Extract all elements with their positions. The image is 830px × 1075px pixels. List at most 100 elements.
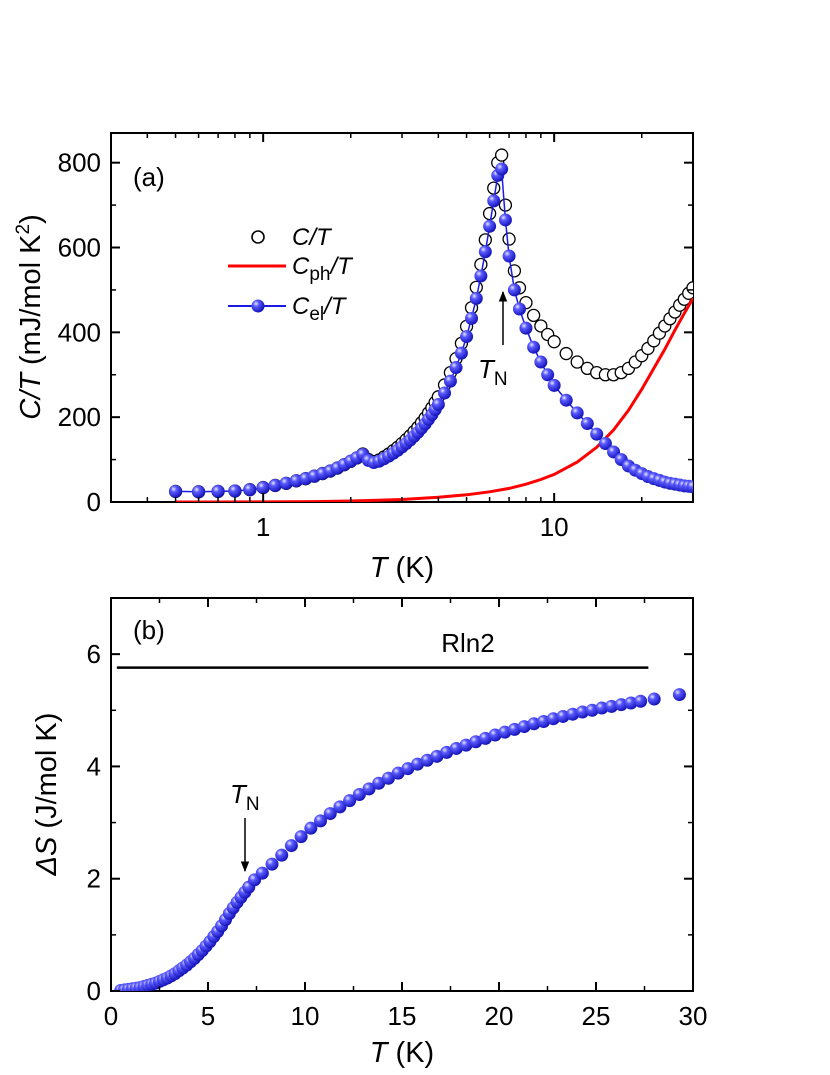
data-point xyxy=(228,484,242,498)
legend-tail: /T xyxy=(322,293,348,320)
tn-base: T xyxy=(478,354,496,384)
data-point xyxy=(556,709,570,723)
x-tick-label: 20 xyxy=(485,1001,514,1031)
data-point-open xyxy=(547,335,561,349)
data-point xyxy=(487,194,501,208)
rln2-label: Rln2 xyxy=(441,628,494,658)
data-point xyxy=(580,417,594,431)
data-point xyxy=(192,485,206,499)
x-tick-label: 1 xyxy=(256,512,270,542)
tn-sub: N xyxy=(246,794,260,815)
data-point xyxy=(431,397,445,411)
data-point xyxy=(268,478,282,492)
data-point xyxy=(647,692,661,706)
y-label-sup: 2 xyxy=(13,224,34,235)
series-3-line xyxy=(175,166,693,493)
data-point-open xyxy=(469,280,483,295)
data-point xyxy=(478,245,492,259)
data-point xyxy=(243,483,257,497)
data-point-open xyxy=(482,206,497,221)
data-point xyxy=(279,476,293,490)
data-point xyxy=(595,701,609,715)
y-axis-label-a: C/T (mJ/mol K2) xyxy=(13,214,47,420)
x-tick-label: 15 xyxy=(388,1001,417,1031)
data-point xyxy=(255,866,269,880)
y-tick-label: 200 xyxy=(58,402,101,432)
y-tick-label: 6 xyxy=(87,639,101,669)
data-point xyxy=(265,857,279,871)
legend: C/T Cph/T Cel/T xyxy=(228,224,354,325)
data-point xyxy=(469,291,483,305)
x-tick-label: 10 xyxy=(540,512,569,542)
legend-marker-c-over-t xyxy=(251,230,265,244)
data-point xyxy=(527,340,541,354)
data-point-open xyxy=(494,148,509,162)
data-point xyxy=(512,302,526,316)
data-point xyxy=(502,249,516,263)
data-point xyxy=(634,694,648,708)
data-point xyxy=(362,782,376,796)
data-point xyxy=(343,794,357,808)
y-tick-label: 400 xyxy=(58,317,101,347)
data-point xyxy=(585,703,599,717)
data-point xyxy=(559,393,573,407)
legend-sub: el xyxy=(309,304,324,325)
panel-a-label: (a) xyxy=(133,162,165,192)
a-ticks: 0 200 400 600 800 1 10 xyxy=(58,133,693,542)
y-tick-label: 0 xyxy=(87,487,101,517)
data-point xyxy=(391,766,405,780)
data-point xyxy=(381,771,395,785)
data-point xyxy=(598,436,612,450)
y-tick-label: 600 xyxy=(58,233,101,263)
legend-label-cph: Cph/T xyxy=(292,253,354,285)
x-label-unit: (K) xyxy=(388,552,435,584)
data-point xyxy=(304,821,318,835)
data-point-open xyxy=(498,198,513,212)
x-tick-label: 10 xyxy=(291,1001,320,1031)
data-point-open xyxy=(570,355,584,369)
data-point xyxy=(570,406,584,420)
data-point xyxy=(333,800,347,814)
data-point-open xyxy=(487,181,501,195)
data-point xyxy=(352,788,366,801)
data-point xyxy=(546,712,560,726)
data-point xyxy=(465,311,479,325)
b-ticks: 0 2 4 6 0 5 10 15 20 25 30 xyxy=(87,598,708,1031)
data-point xyxy=(519,321,533,335)
data-point xyxy=(294,830,308,844)
legend-marker-cel xyxy=(251,299,265,313)
x-tick-label: 30 xyxy=(679,1001,708,1031)
data-point-open xyxy=(526,308,541,323)
data-point xyxy=(590,427,604,441)
data-point xyxy=(575,705,589,719)
y-tick-label: 0 xyxy=(87,976,101,1006)
tn-sub: N xyxy=(494,369,508,390)
y-tick-label: 800 xyxy=(58,148,101,178)
legend-label-cel: Cel/T xyxy=(292,293,348,325)
y-label-unit: (J/mol K) xyxy=(31,713,63,837)
data-point xyxy=(541,368,555,382)
data-point xyxy=(527,717,541,731)
legend-base: C xyxy=(292,253,310,280)
tn-label-a: TN xyxy=(478,354,508,390)
data-point xyxy=(460,330,474,344)
data-point xyxy=(534,355,548,369)
data-point-open xyxy=(478,233,492,247)
data-point xyxy=(507,283,521,297)
panel-b-label: (b) xyxy=(133,615,165,645)
y-label-main: C/T xyxy=(15,371,47,420)
data-point xyxy=(498,213,512,227)
legend-sub: ph xyxy=(309,264,330,285)
x-tick-label: 0 xyxy=(104,1001,118,1031)
data-point xyxy=(372,776,386,790)
data-point xyxy=(454,346,468,360)
data-point xyxy=(547,378,561,392)
data-point-open xyxy=(559,346,573,361)
x-label-main: T xyxy=(370,1037,390,1069)
series-2-line xyxy=(175,297,693,502)
data-point xyxy=(672,688,686,702)
y-label-main: ΔS xyxy=(31,836,63,876)
x-label-main: T xyxy=(370,552,390,584)
